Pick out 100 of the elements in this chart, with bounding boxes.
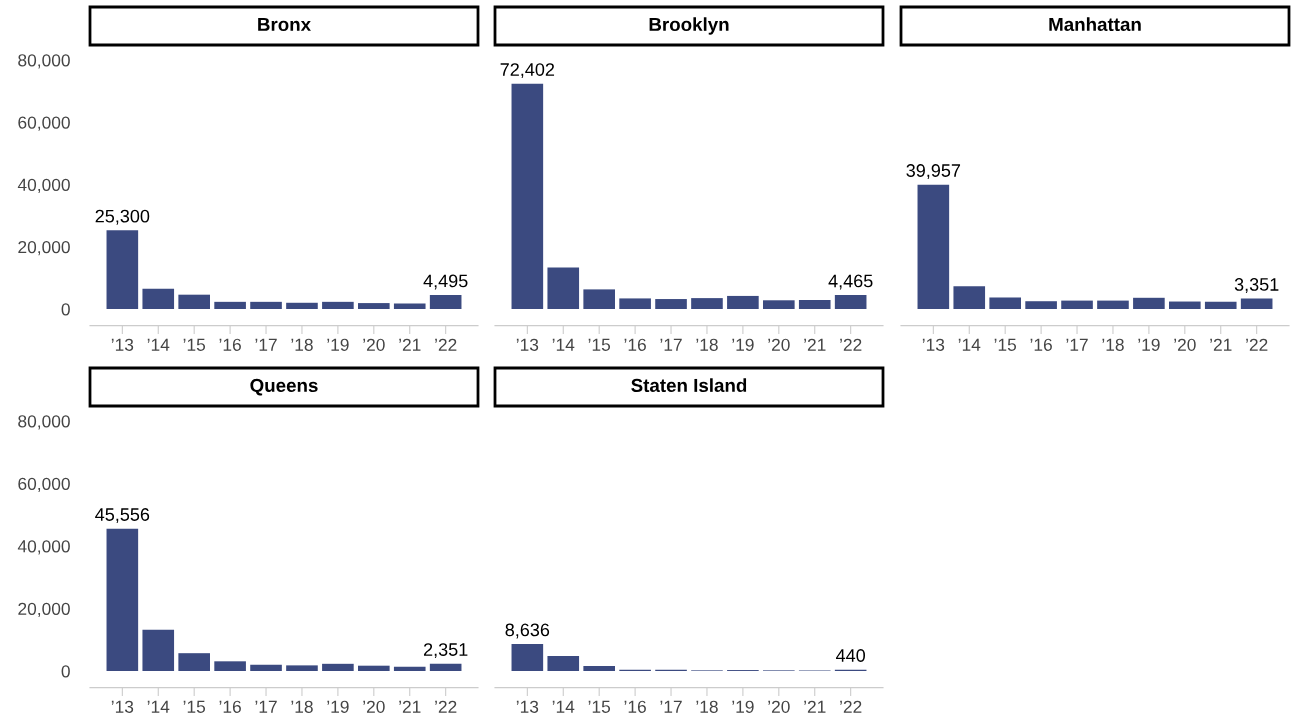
x-tick-label: ’18 — [291, 338, 313, 351]
data-label: 440 — [836, 649, 866, 662]
bar — [583, 666, 615, 671]
x-tick-label: ’15 — [994, 338, 1017, 351]
x-tick-label: ’17 — [255, 700, 277, 713]
x-tick-label: ’13 — [516, 338, 539, 351]
bar — [583, 289, 615, 309]
chart-title: Manhattan — [1049, 17, 1141, 32]
chart-title: Queens — [250, 378, 318, 396]
bar — [322, 301, 354, 309]
bar — [106, 230, 139, 309]
y-tick-label: 20,000 — [18, 602, 70, 618]
bar — [178, 294, 210, 309]
x-tick-label: ’17 — [1066, 338, 1088, 351]
bar — [250, 664, 282, 671]
x-tick-label: ’15 — [183, 700, 206, 713]
x-tick-label: ’17 — [255, 338, 277, 351]
x-tick-label: ’22 — [840, 700, 862, 713]
bar — [727, 295, 759, 309]
x-tick-label: ’17 — [660, 338, 682, 351]
x-tick-label: ’22 — [435, 700, 457, 713]
x-tick-label: ’16 — [624, 700, 646, 713]
x-tick-label: ’13 — [922, 338, 945, 351]
y-tick-label: 0 — [61, 303, 70, 316]
y-tick-label: 40,000 — [17, 178, 70, 194]
x-tick-label: ’14 — [958, 338, 981, 351]
x-tick-label: ’18 — [291, 700, 313, 713]
bar — [214, 661, 246, 671]
x-tick-label: ’15 — [588, 338, 611, 351]
x-tick-label: ’14 — [147, 338, 170, 351]
y-tick-label: 40,000 — [17, 540, 70, 555]
bar — [1133, 297, 1165, 309]
data-label: 8,636 — [505, 623, 550, 639]
bar — [834, 295, 867, 309]
bar — [1061, 300, 1093, 309]
x-tick-label: ’18 — [1102, 338, 1124, 351]
y-tick-label: 0 — [61, 665, 70, 678]
chart-title: Brooklyn — [649, 17, 729, 35]
x-tick-label: ’22 — [840, 338, 862, 351]
data-label: 25,300 — [95, 209, 150, 225]
bar — [358, 665, 390, 671]
chart-title: Bronx — [258, 17, 311, 32]
bar — [1097, 300, 1129, 309]
x-tick-label: ’13 — [516, 700, 539, 713]
bar — [511, 644, 544, 671]
x-tick-label: ’22 — [435, 338, 457, 351]
bar — [429, 663, 462, 671]
x-tick-label: ’20 — [768, 700, 790, 713]
bar — [106, 528, 139, 671]
bar — [429, 295, 462, 309]
bar — [286, 302, 318, 309]
bar — [511, 83, 544, 309]
x-tick-label: ’16 — [219, 700, 241, 713]
bar — [142, 629, 175, 671]
x-tick-label: ’19 — [732, 700, 754, 713]
x-tick-label: ’19 — [732, 338, 754, 351]
bar — [250, 301, 282, 309]
x-tick-label: ’18 — [696, 338, 718, 351]
x-tick-label: ’15 — [588, 700, 611, 713]
x-tick-label: ’20 — [363, 338, 385, 351]
x-tick-label: ’15 — [183, 338, 206, 351]
x-tick-label: ’16 — [1030, 338, 1052, 351]
x-tick-label: ’20 — [363, 700, 385, 713]
bar — [763, 300, 795, 309]
data-label: 4,495 — [423, 274, 468, 290]
bar — [798, 299, 831, 309]
y-tick-label: 60,000 — [18, 477, 70, 493]
data-label: 3,351 — [1234, 278, 1279, 293]
bar — [178, 653, 210, 671]
x-tick-label: ’16 — [219, 338, 241, 351]
x-tick-label: ’14 — [552, 700, 575, 713]
x-tick-label: ’20 — [768, 338, 790, 351]
bar — [547, 267, 580, 309]
data-label: 39,957 — [906, 164, 961, 180]
x-tick-label: ’21 — [1210, 338, 1232, 351]
bar — [1240, 298, 1273, 309]
x-tick-label: ’21 — [399, 338, 421, 351]
x-tick-label: ’13 — [111, 700, 134, 713]
bar — [917, 184, 950, 309]
x-tick-label: ’16 — [624, 338, 646, 351]
bar — [547, 656, 580, 671]
x-tick-label: ’19 — [327, 700, 349, 713]
y-tick-label: 20,000 — [18, 240, 70, 256]
bar — [1025, 301, 1057, 309]
x-tick-label: ’19 — [327, 338, 349, 351]
bar — [393, 666, 426, 671]
bar — [655, 299, 687, 309]
y-tick-label: 80,000 — [18, 54, 70, 69]
bar — [142, 288, 175, 309]
x-tick-label: ’14 — [147, 700, 170, 713]
bar — [691, 298, 723, 309]
data-label: 4,465 — [828, 274, 873, 290]
chart-title: Staten Island — [631, 378, 747, 393]
bar — [1169, 301, 1201, 309]
bar — [953, 286, 986, 309]
y-tick-label: 60,000 — [18, 116, 70, 131]
x-tick-label: ’21 — [399, 700, 421, 713]
x-tick-label: ’18 — [696, 700, 718, 713]
bar — [989, 297, 1021, 309]
data-label: 2,351 — [423, 643, 468, 659]
